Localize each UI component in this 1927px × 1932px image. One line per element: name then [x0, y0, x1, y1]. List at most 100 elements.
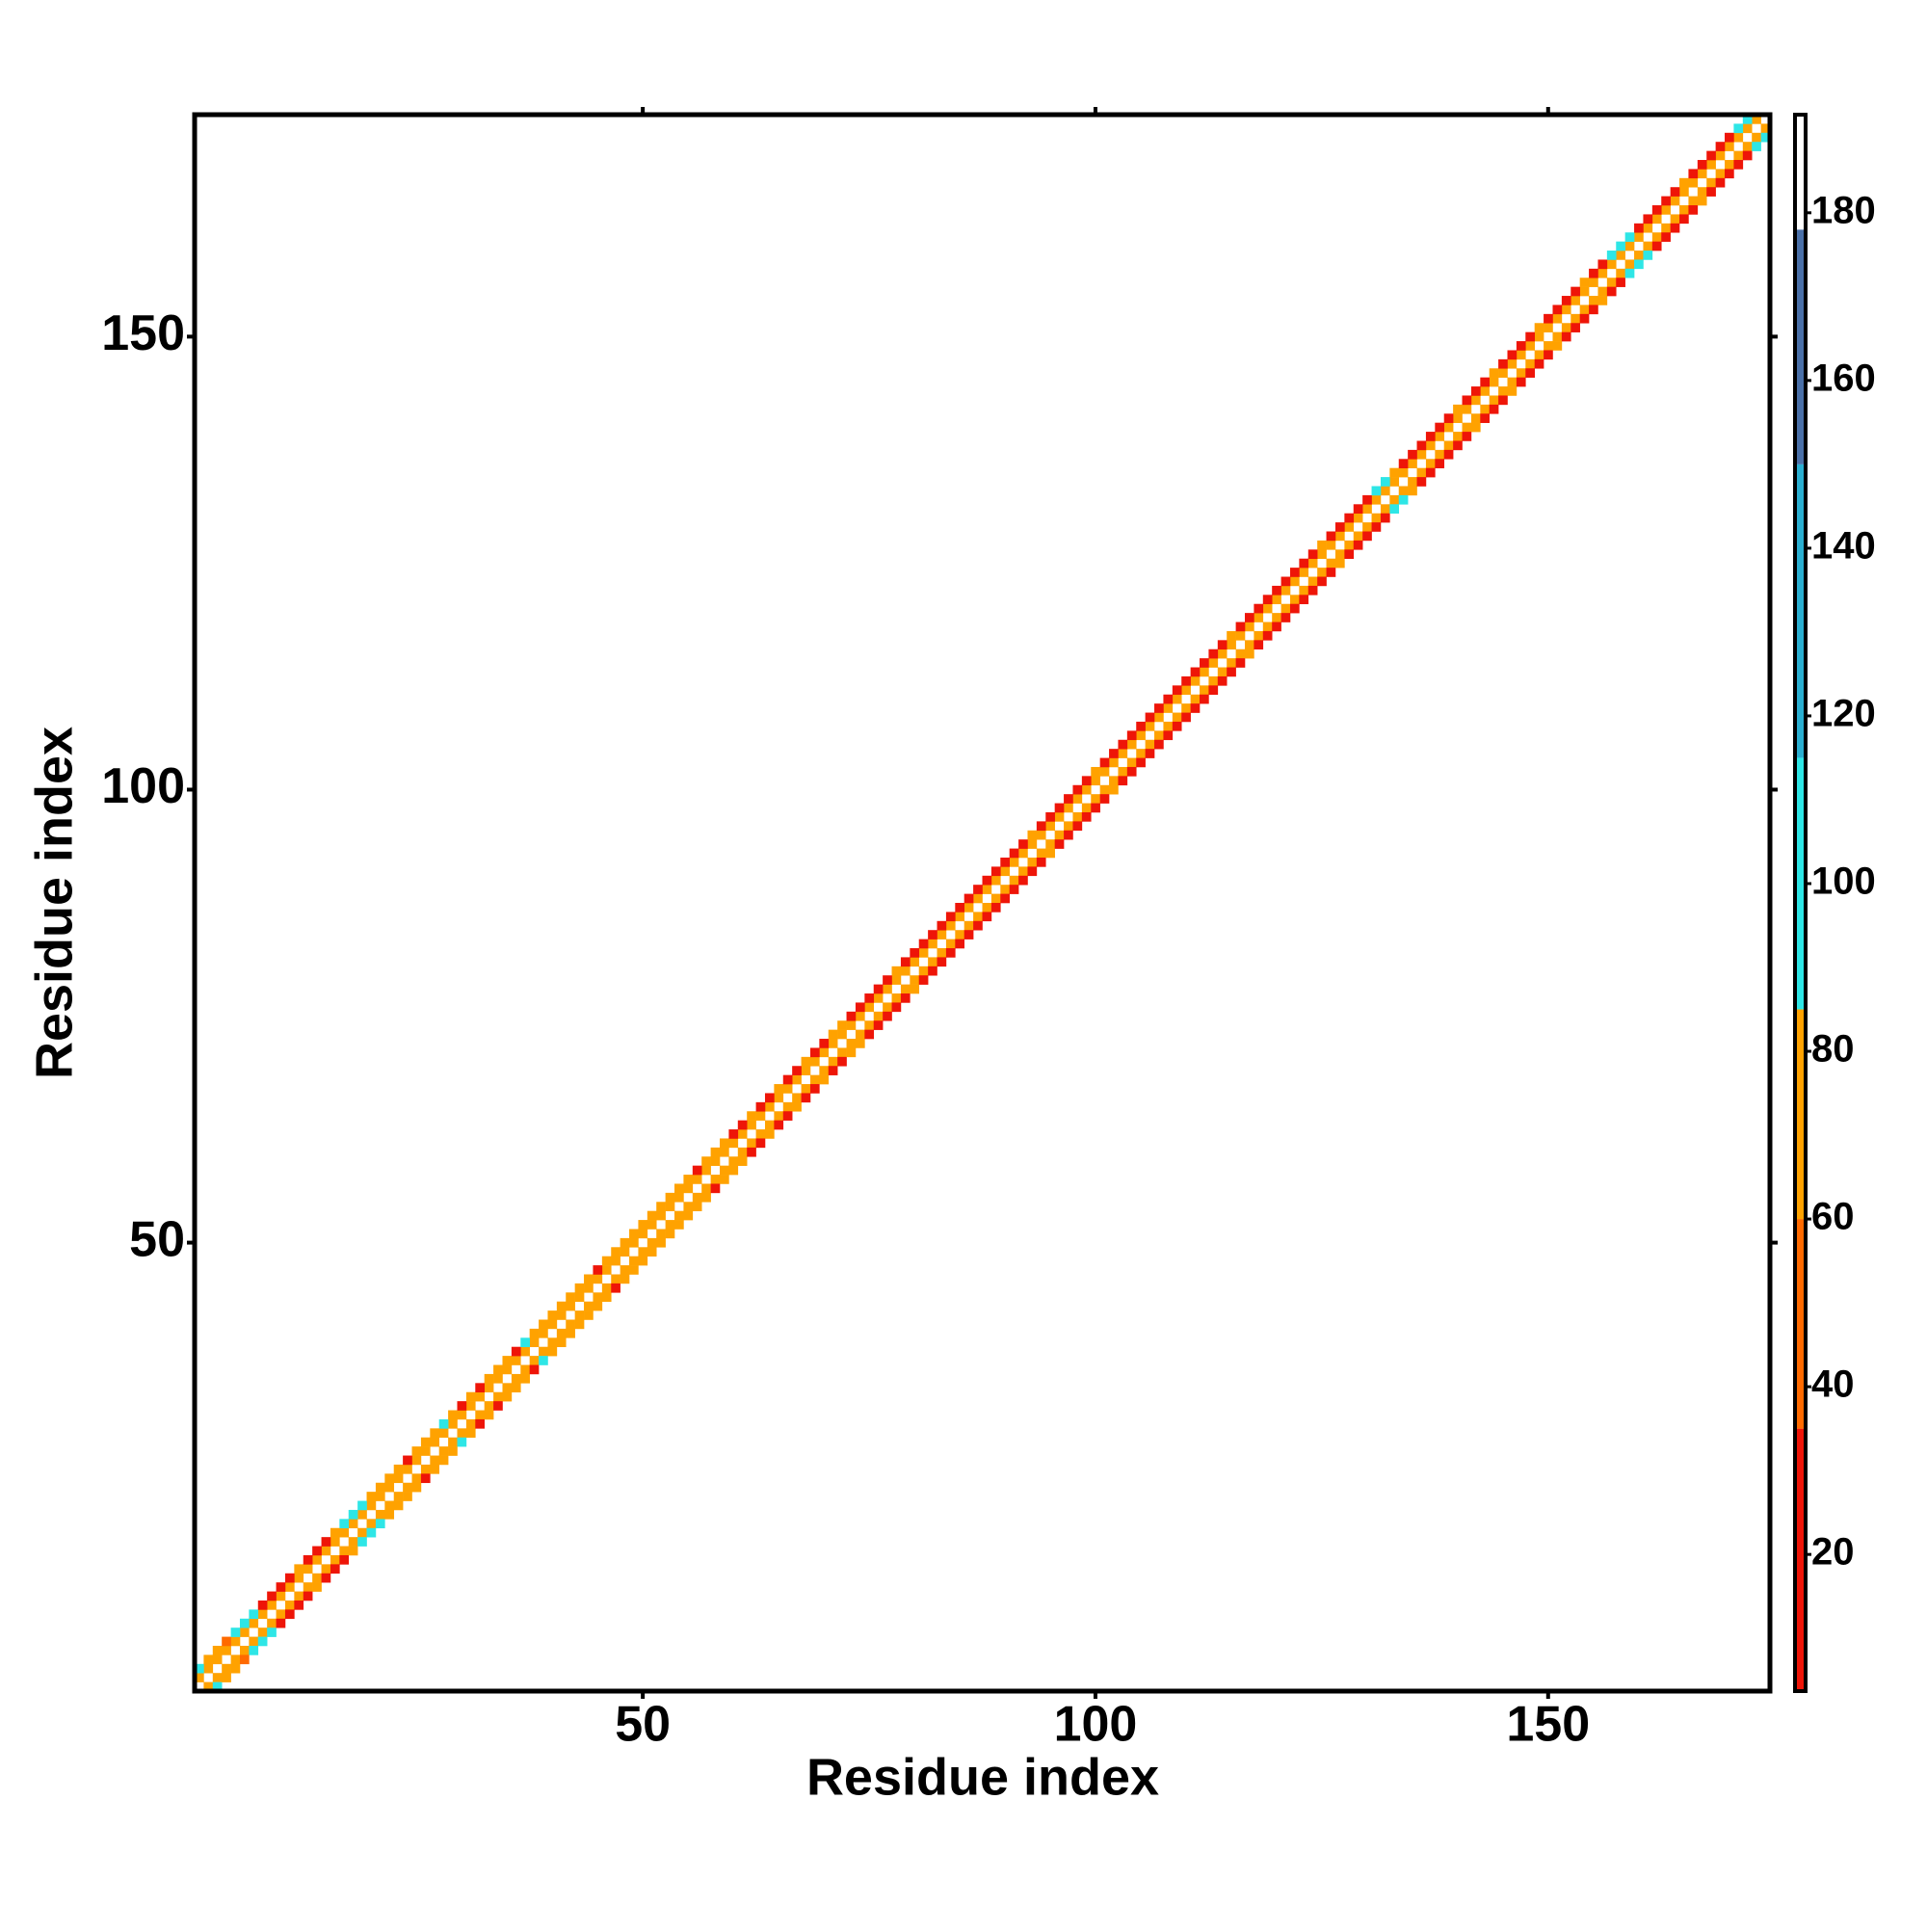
heatmap-cell [566, 1319, 575, 1330]
heatmap-cell [864, 1020, 875, 1030]
heatmap-cell [1651, 241, 1662, 251]
heatmap-cell [937, 948, 947, 958]
heatmap-cell [1571, 286, 1580, 297]
heatmap-cell [1064, 811, 1073, 822]
heatmap-cell [665, 1210, 675, 1221]
heatmap-cell [1326, 558, 1336, 569]
heatmap-cell [384, 1509, 395, 1520]
heatmap-cell [539, 1328, 548, 1338]
heatmap-cell [267, 1618, 277, 1628]
heatmap-cell [1045, 839, 1055, 849]
heatmap-cell [1344, 540, 1355, 550]
heatmap-cell [1389, 494, 1400, 505]
heatmap-cell [465, 1410, 476, 1420]
heatmap-cell [601, 1283, 612, 1293]
heatmap-cell [520, 1373, 530, 1384]
heatmap-cell [484, 1383, 494, 1393]
heatmap-cell [656, 1202, 666, 1211]
heatmap-cell [475, 1418, 485, 1429]
heatmap-cell [883, 1002, 892, 1013]
heatmap-cell [284, 1573, 295, 1583]
heatmap-cell [249, 1645, 259, 1655]
heatmap-cell [638, 1256, 648, 1266]
heatmap-cell [438, 1418, 449, 1429]
heatmap-cell [1018, 875, 1028, 886]
heatmap-cell [1118, 749, 1128, 758]
heatmap-cell [375, 1519, 385, 1529]
heatmap-cell [222, 1636, 231, 1647]
heatmap-cell [710, 1175, 721, 1184]
heatmap-cell [1544, 331, 1553, 342]
heatmap-cell [1362, 494, 1372, 505]
heatmap-cell [1217, 667, 1227, 677]
heatmap-cell [1742, 123, 1753, 134]
heatmap-cell [1516, 368, 1526, 378]
heatmap-cell [1470, 422, 1481, 433]
heatmap-cell [593, 1265, 603, 1275]
heatmap-cell [574, 1319, 585, 1330]
heatmap-cell [1462, 432, 1472, 441]
heatmap-cell [1462, 413, 1472, 423]
heatmap-cell [1579, 313, 1590, 324]
heatmap-cell [846, 1029, 857, 1040]
heatmap-cell [1443, 432, 1454, 441]
heatmap-cell [1235, 630, 1246, 641]
heatmap-cell [529, 1356, 540, 1365]
heatmap-cell [420, 1464, 431, 1474]
heatmap-cell [955, 920, 965, 931]
heatmap-cell [493, 1401, 503, 1411]
heatmap-cell [1299, 595, 1309, 605]
heatmap-cell [601, 1274, 612, 1284]
heatmap-cell [1272, 595, 1281, 605]
heatmap-cell [321, 1554, 331, 1565]
heatmap-cell [656, 1237, 666, 1248]
heatmap-cell [728, 1129, 739, 1139]
heatmap-cell [1571, 323, 1580, 332]
heatmap-cell [647, 1220, 657, 1230]
heatmap-cell [1009, 875, 1019, 886]
heatmap-cell [348, 1546, 358, 1556]
heatmap-cell [493, 1364, 503, 1375]
heatmap-cell [1408, 486, 1417, 496]
heatmap-cell [601, 1256, 612, 1266]
heatmap-cell [375, 1492, 385, 1501]
heatmap-cell [584, 1283, 594, 1293]
heatmap-cell [1480, 395, 1491, 406]
heatmap-cell [937, 930, 947, 940]
heatmap-cell [1507, 377, 1518, 387]
heatmap-cell [303, 1582, 313, 1592]
heatmap-cell [1661, 205, 1671, 215]
heatmap-cell [384, 1482, 395, 1493]
heatmap-cell [955, 930, 965, 940]
heatmap-cell [1679, 196, 1689, 206]
heatmap-cell [1072, 794, 1083, 804]
heatmap-cell [267, 1609, 277, 1620]
heatmap-cell [520, 1346, 530, 1357]
heatmap-cell [973, 893, 983, 904]
heatmap-cell [484, 1410, 494, 1420]
heatmap-cell [982, 885, 992, 894]
heatmap-cell [393, 1464, 404, 1474]
heatmap-cell [1154, 703, 1164, 713]
heatmap-cell [403, 1455, 412, 1466]
heatmap-cell [1643, 214, 1653, 225]
heatmap-cell [701, 1156, 711, 1166]
heatmap-cell [665, 1202, 675, 1211]
heatmap-cell [294, 1591, 304, 1601]
heatmap-cell [484, 1373, 494, 1384]
heatmap-cell [782, 1093, 793, 1103]
heatmap-cell [891, 975, 902, 985]
heatmap-cell [430, 1464, 440, 1474]
heatmap-cell [411, 1482, 422, 1493]
heatmap-cell [1616, 268, 1625, 278]
heatmap-cell [1126, 749, 1137, 758]
y-axis-title: Residue index [25, 727, 83, 1079]
heatmap-cell [1036, 821, 1046, 832]
heatmap-cell [357, 1509, 367, 1520]
heatmap-cell [1136, 757, 1146, 768]
heatmap-cell [1054, 803, 1065, 813]
heatmap-cell [683, 1175, 694, 1184]
heatmap-cell [366, 1492, 377, 1501]
heatmap-cell [1544, 341, 1553, 351]
heatmap-cell [801, 1093, 811, 1103]
